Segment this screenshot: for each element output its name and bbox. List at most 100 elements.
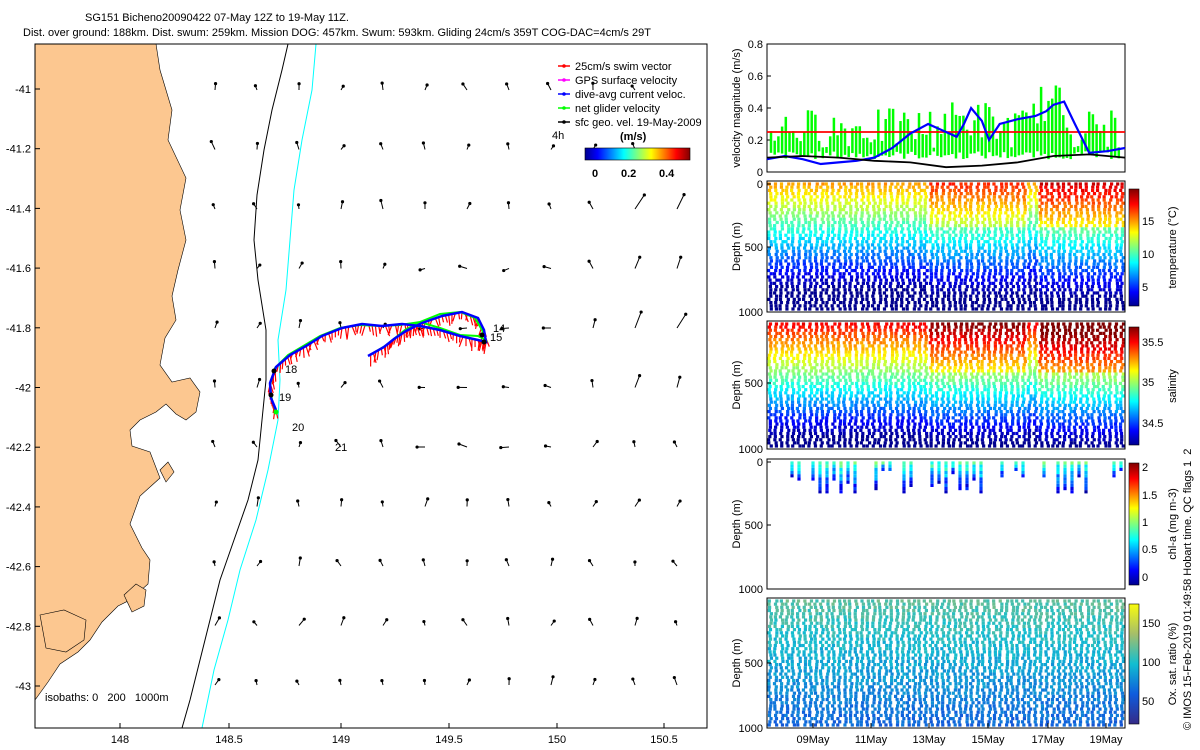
- profile-point: [1021, 249, 1025, 253]
- profile-point: [911, 272, 916, 276]
- profile-point: [891, 341, 895, 345]
- profile-point: [1029, 288, 1033, 292]
- profile-point: [883, 359, 888, 364]
- profile-point: [825, 381, 830, 386]
- profile-point: [843, 224, 847, 228]
- profile-point: [769, 334, 773, 339]
- profile-point: [784, 188, 789, 193]
- profile-point: [1016, 208, 1020, 212]
- profile-point: [959, 256, 963, 260]
- profile-point: [1115, 259, 1119, 263]
- profile-point: [1092, 265, 1096, 269]
- profile-point: [998, 256, 1002, 260]
- profile-point: [936, 259, 940, 263]
- profile-point: [946, 334, 950, 339]
- profile-point: [785, 372, 789, 376]
- profile-point: [784, 217, 788, 221]
- panel-ylabel: velocity magnitude (m/s): [731, 48, 743, 167]
- profile-point: [837, 366, 841, 370]
- profile-point: [804, 272, 808, 276]
- profile-point: [1087, 249, 1091, 253]
- profile-point: [1050, 413, 1054, 417]
- profile-point: [849, 409, 853, 414]
- profile-point: [981, 288, 985, 292]
- profile-point: [883, 297, 888, 301]
- profile-point: [1104, 307, 1108, 311]
- profile-point: [802, 422, 806, 426]
- profile-point: [986, 400, 990, 404]
- profile-point: [808, 416, 812, 420]
- profile-point: [837, 278, 841, 282]
- profile-point: [971, 307, 975, 311]
- profile-point: [1074, 275, 1078, 279]
- profile-point: [894, 356, 899, 361]
- profile-point: [884, 252, 888, 257]
- profile-point: [940, 249, 945, 253]
- profile-point: [796, 331, 800, 335]
- profile-point: [832, 198, 836, 202]
- profile-point: [908, 438, 912, 442]
- profile-point: [1045, 369, 1049, 373]
- profile-point: [884, 344, 888, 348]
- profile-point: [882, 268, 886, 273]
- profile-point: [930, 211, 934, 215]
- profile-point: [1109, 275, 1114, 279]
- profile-point: [1087, 220, 1091, 225]
- profile-point: [813, 208, 817, 212]
- profile-point: [1033, 366, 1038, 370]
- profile-point: [894, 230, 898, 234]
- profile-point: [842, 400, 846, 404]
- profile-point: [993, 291, 997, 295]
- profile-point: [987, 214, 991, 218]
- profile-point: [871, 413, 875, 417]
- profile-point: [969, 403, 973, 407]
- profile-point: [1009, 307, 1013, 311]
- profile-point: [1115, 288, 1120, 292]
- profile-point: [1108, 249, 1112, 253]
- profile-point: [850, 217, 854, 221]
- profile-point: [917, 409, 921, 414]
- profile-point: [802, 227, 806, 231]
- profile-point: [1034, 428, 1038, 432]
- profile-point: [1033, 356, 1037, 361]
- profile-point: [953, 284, 957, 289]
- profile-point: [884, 391, 889, 395]
- profile-point: [934, 444, 938, 448]
- profile-point: [1055, 198, 1059, 202]
- profile-point: [952, 294, 956, 298]
- profile-point: [844, 325, 848, 329]
- profile-point: [1009, 425, 1013, 429]
- profile-point: [958, 372, 962, 376]
- profile-point: [853, 422, 857, 426]
- profile-point: [987, 416, 991, 420]
- profile-point: [918, 291, 922, 295]
- profile-point: [815, 341, 820, 345]
- profile-point: [1010, 236, 1015, 241]
- profile-point: [912, 428, 916, 432]
- profile-point: [1005, 372, 1009, 376]
- profile-point: [785, 185, 789, 189]
- profile-point: [1000, 363, 1004, 367]
- profile-point: [1040, 334, 1044, 339]
- profile-point: [1040, 441, 1044, 445]
- profile-point: [780, 243, 784, 247]
- profile-point: [952, 350, 957, 354]
- sfc-velocity-arrow: [209, 139, 216, 150]
- profile-point: [798, 394, 802, 398]
- profile-point: [1016, 391, 1020, 395]
- profile-point: [911, 294, 915, 298]
- profile-point: [1075, 249, 1079, 253]
- profile-point: [853, 322, 857, 326]
- profile-point: [922, 214, 927, 218]
- profile-point: [951, 356, 955, 361]
- profile-point: [963, 441, 967, 445]
- profile-point: [965, 388, 969, 392]
- profile-point: [804, 188, 808, 193]
- profile-point: [791, 288, 795, 292]
- profile-point: [999, 350, 1003, 354]
- profile-point: [1067, 198, 1071, 202]
- profile-point: [963, 394, 967, 398]
- profile-point: [790, 268, 794, 273]
- profile-point: [796, 185, 800, 189]
- profile-point: [802, 204, 807, 209]
